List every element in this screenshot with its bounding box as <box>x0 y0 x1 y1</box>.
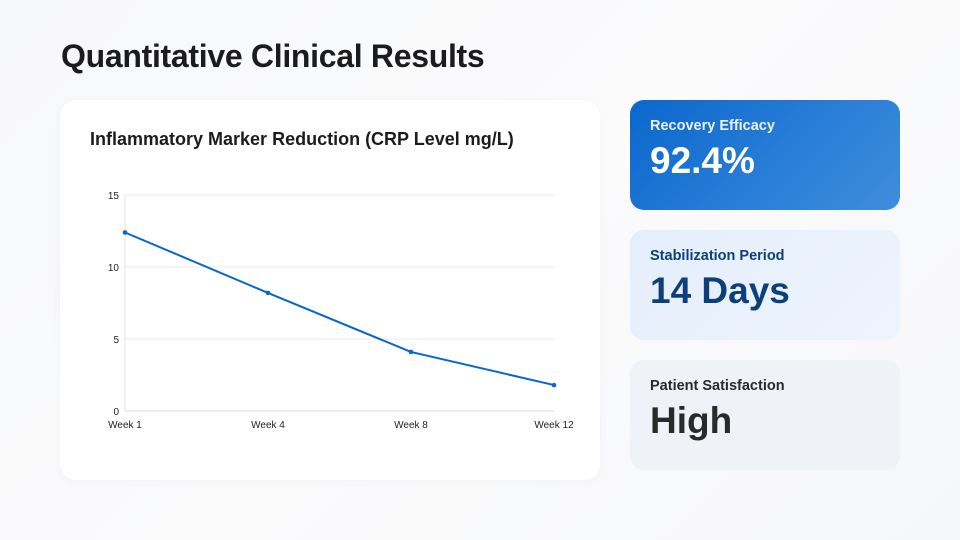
data-point <box>551 382 557 388</box>
stat-card-stabilization-period: Stabilization Period 14 Days <box>630 230 900 340</box>
y-tick-label: 10 <box>108 263 120 274</box>
y-tick-label: 5 <box>113 335 119 346</box>
stat-value: 14 Days <box>650 270 790 311</box>
y-tick-label: 15 <box>108 191 120 202</box>
y-tick-label: 0 <box>113 407 119 418</box>
series-line <box>124 231 555 387</box>
data-point <box>122 230 128 235</box>
page-title: Quantitative Clinical Results <box>61 38 485 74</box>
chart-title: Inflammatory Marker Reduction (CRP Level… <box>90 129 514 149</box>
stat-value: High <box>650 400 733 441</box>
x-tick-label: Week 4 <box>251 420 285 431</box>
x-tick-label: Week 12 <box>534 420 574 431</box>
stat-label: Stabilization Period <box>650 248 785 264</box>
data-point <box>408 349 414 355</box>
stat-card-recovery-efficacy: Recovery Efficacy 92.4% <box>630 100 900 210</box>
stat-value: 92.4% <box>650 140 755 181</box>
x-tick-label: Week 8 <box>394 420 428 431</box>
data-point <box>265 290 271 296</box>
stat-label: Patient Satisfaction <box>650 378 785 394</box>
line-chart: 0 5 10 15 Week 1 Week 4 Week 8 Week 12 <box>108 191 574 431</box>
x-tick-label: Week 1 <box>108 420 142 431</box>
stat-label: Recovery Efficacy <box>650 118 775 134</box>
chart-card: Inflammatory Marker Reduction (CRP Level… <box>60 100 600 480</box>
stat-card-patient-satisfaction: Patient Satisfaction High <box>630 360 900 470</box>
